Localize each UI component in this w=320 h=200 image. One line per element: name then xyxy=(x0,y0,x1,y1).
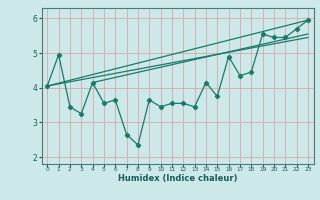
X-axis label: Humidex (Indice chaleur): Humidex (Indice chaleur) xyxy=(118,174,237,183)
